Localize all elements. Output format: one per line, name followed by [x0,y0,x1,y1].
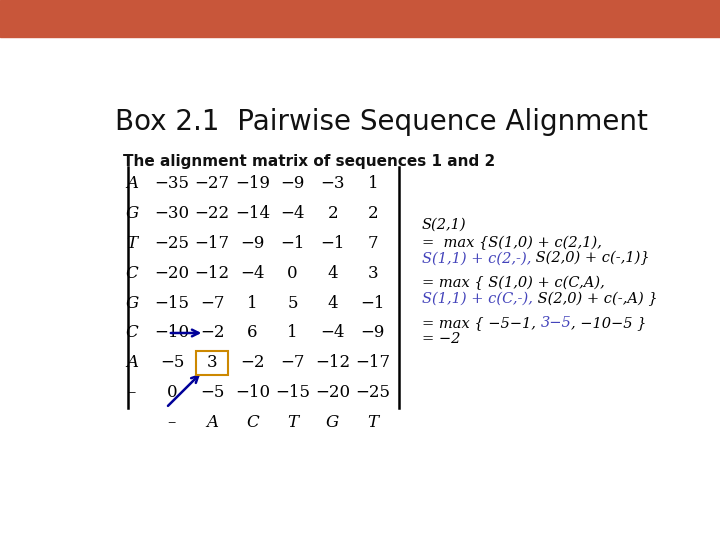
Text: 5: 5 [287,294,298,312]
Text: −1: −1 [320,235,345,252]
Text: −12: −12 [194,265,230,282]
Text: 6: 6 [247,325,258,341]
Text: −2: −2 [240,354,265,372]
Text: 2: 2 [368,205,378,222]
Text: G: G [125,294,138,312]
Text: −7: −7 [200,294,225,312]
Text: 0: 0 [167,384,177,401]
Text: T: T [287,414,298,431]
Text: −15: −15 [155,294,189,312]
Text: T: T [126,235,138,252]
Text: S(1,1) + c(2,-),: S(1,1) + c(2,-), [422,251,531,265]
Text: −12: −12 [315,354,351,372]
Text: S(1,1) + c(C,-),: S(1,1) + c(C,-), [422,292,533,306]
Text: −5: −5 [200,384,225,401]
Text: –: – [168,414,176,431]
Text: C: C [125,265,138,282]
Text: G: G [326,414,339,431]
Text: C: C [125,325,138,341]
Text: −2: −2 [200,325,225,341]
Text: 3: 3 [207,354,217,372]
Bar [196,351,228,375]
Text: −10: −10 [155,325,189,341]
Text: 1: 1 [368,175,378,192]
Text: −14: −14 [235,205,270,222]
Text: 1: 1 [287,325,298,341]
Text: 2: 2 [328,205,338,222]
Text: 0: 0 [287,265,298,282]
Text: = −2: = −2 [422,332,460,346]
Text: −10: −10 [235,384,270,401]
Text: −15: −15 [275,384,310,401]
Text: G: G [125,205,138,222]
Text: −9: −9 [361,325,385,341]
Text: 4: 4 [328,265,338,282]
Text: S(2,1): S(2,1) [422,218,467,232]
Text: −19: −19 [235,175,270,192]
Text: −5: −5 [160,354,184,372]
Text: A: A [206,414,218,431]
Text: 3: 3 [368,265,378,282]
Text: −20: −20 [155,265,189,282]
Text: C: C [246,414,258,431]
Text: A: A [126,175,138,192]
Text: −22: −22 [194,205,230,222]
Text: −1: −1 [280,235,305,252]
Text: =  max {S(1,0) + c(2,1),: = max {S(1,0) + c(2,1), [422,235,602,249]
Text: The alignment matrix of sequences 1 and 2: The alignment matrix of sequences 1 and … [124,154,496,169]
Text: −17: −17 [356,354,390,372]
Text: T: T [367,414,379,431]
Text: Box 2.1  Pairwise Sequence Alignment: Box 2.1 Pairwise Sequence Alignment [115,109,648,137]
Text: −4: −4 [320,325,345,341]
Text: 1: 1 [247,294,258,312]
Text: −4: −4 [240,265,265,282]
Text: −25: −25 [356,384,390,401]
Text: −25: −25 [155,235,189,252]
Text: −4: −4 [280,205,305,222]
Text: −35: −35 [155,175,189,192]
Text: –: – [127,384,136,401]
Text: −27: −27 [194,175,230,192]
Text: −30: −30 [155,205,189,222]
Text: = max { S(1,0) + c(C,A),: = max { S(1,0) + c(C,A), [422,276,605,290]
Text: = max { −5−1,: = max { −5−1, [422,316,541,330]
Text: S(2,0) + c(-,1)}: S(2,0) + c(-,1)} [531,251,650,265]
Text: S(2,0) + c(-,A) }: S(2,0) + c(-,A) } [533,292,657,306]
Text: A: A [126,354,138,372]
Text: −9: −9 [240,235,264,252]
Text: −1: −1 [361,294,385,312]
Text: −9: −9 [280,175,305,192]
Text: 3−5: 3−5 [541,316,571,330]
Text: , −10−5 }: , −10−5 } [571,316,647,330]
Text: −3: −3 [320,175,345,192]
Text: −20: −20 [315,384,351,401]
Text: 7: 7 [368,235,378,252]
Text: −7: −7 [280,354,305,372]
Text: 4: 4 [328,294,338,312]
Text: −17: −17 [194,235,230,252]
